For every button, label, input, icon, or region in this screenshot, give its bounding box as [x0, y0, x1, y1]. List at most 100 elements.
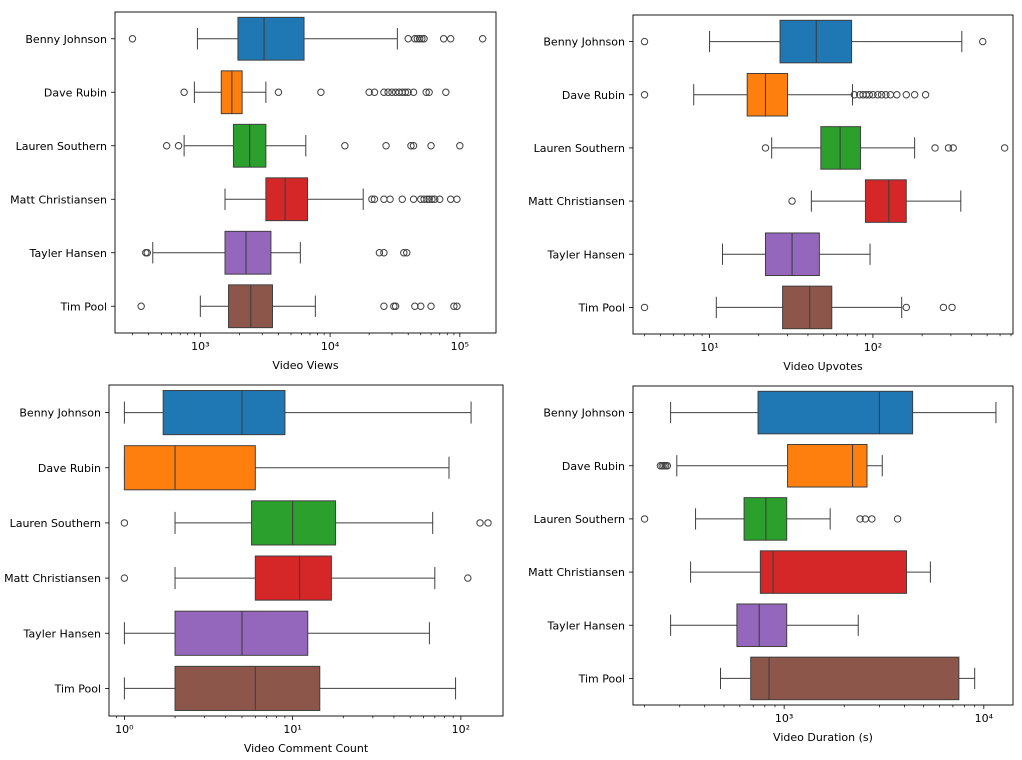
outlier-point: [788, 197, 796, 205]
outlier-point: [128, 35, 137, 43]
box-dave-rubin: [180, 70, 450, 115]
outlier-point: [882, 91, 890, 99]
outlier-point: [640, 37, 649, 46]
iqr-box: [820, 126, 862, 170]
outlier-point: [380, 249, 388, 257]
outlier-point: [274, 88, 283, 96]
outlier-point: [478, 35, 487, 43]
outlier-point: [446, 195, 455, 203]
outlier-point: [120, 574, 129, 582]
x-tick-label: 10⁵: [451, 340, 469, 353]
outlier-point: [384, 88, 392, 96]
iqr-box: [123, 445, 256, 491]
chart-panel-2: 10¹ 10² Benny Johnson Dave Rubin Lauren Sout…: [528, 14, 1014, 373]
chart-panel-1: 10³ 10⁴ 10⁵ Benny Johnson Dave Rubin Lauren S…: [10, 11, 497, 372]
outlier-point: [944, 144, 953, 152]
outlier-point: [400, 249, 408, 257]
outlier-point: [464, 574, 472, 582]
outlier-point: [874, 91, 882, 99]
box-matt-christiansen: [224, 177, 461, 222]
outlier-point: [417, 302, 425, 310]
outlier-point: [375, 249, 384, 257]
box-dave-rubin: [656, 443, 883, 488]
outlier-point: [850, 91, 859, 99]
y-tick-label: Dave Rubin: [44, 86, 107, 99]
outlier-point: [404, 88, 412, 96]
outlier-point: [427, 142, 435, 150]
outlier-point: [640, 91, 649, 99]
outlier-point: [162, 142, 171, 150]
x-axis-label: Video Views: [272, 359, 338, 372]
outlier-point: [411, 35, 419, 43]
outlier-point: [663, 462, 672, 470]
outlier-point: [422, 88, 430, 96]
iqr-box: [162, 390, 286, 436]
box-lauren-southern: [761, 126, 1009, 170]
box-matt-christiansen: [120, 555, 472, 601]
y-tick-label: Lauren Southern: [10, 517, 101, 530]
x-tick-label: 10¹: [283, 723, 301, 736]
outlier-point: [398, 195, 406, 203]
box-benny-johnson: [123, 390, 472, 436]
outlier-point: [388, 88, 396, 96]
box-dave-rubin: [123, 445, 450, 491]
outlier-point: [142, 249, 150, 257]
outlier-point: [640, 515, 649, 523]
outlier-point: [409, 195, 418, 203]
iqr-box: [759, 550, 908, 594]
axes-frame: [632, 14, 1014, 335]
iqr-box: [787, 443, 868, 488]
y-tick-label: Benny Johnson: [543, 36, 625, 49]
outlier-point: [391, 302, 400, 310]
box-tim-pool: [137, 284, 461, 329]
outlier-point: [317, 88, 325, 96]
x-tick-label: 10⁴: [975, 712, 994, 725]
y-tick-label: Tim Pool: [578, 301, 625, 314]
iqr-box: [736, 603, 788, 648]
outlier-point: [877, 91, 886, 99]
y-tick-label: Tim Pool: [578, 672, 625, 685]
outlier-point: [902, 303, 910, 312]
outlier-point: [450, 302, 458, 310]
iqr-box: [224, 230, 272, 275]
outlier-point: [921, 91, 930, 99]
outlier-point: [865, 91, 873, 99]
box-benny-johnson: [670, 390, 997, 435]
outlier-point: [430, 195, 439, 203]
outlier-point: [380, 302, 388, 310]
iqr-box: [750, 656, 960, 701]
box-dave-rubin: [640, 72, 930, 117]
y-tick-label: Lauren Southern: [534, 513, 625, 526]
outlier-point: [137, 302, 145, 310]
y-tick-label: Lauren Southern: [534, 142, 625, 155]
outlier-point: [446, 35, 455, 43]
outlier-point: [180, 88, 188, 96]
outlier-point: [425, 195, 433, 203]
box-tayler-hansen: [721, 232, 871, 277]
outlier-point: [380, 88, 388, 96]
outlier-point: [484, 519, 492, 527]
outlier-point: [761, 144, 770, 152]
x-tick-label: 10³: [191, 340, 209, 353]
outlier-point: [404, 35, 412, 43]
outlier-point: [120, 519, 129, 527]
iqr-box: [174, 610, 309, 656]
x-axis-label: Video Comment Count: [244, 742, 369, 755]
outlier-point: [427, 302, 435, 310]
outlier-point: [382, 142, 390, 150]
box-benny-johnson: [128, 16, 487, 61]
outlier-point: [409, 88, 418, 96]
box-matt-christiansen: [690, 550, 931, 594]
y-tick-label: Matt Christiansen: [528, 566, 625, 579]
outlier-point: [143, 249, 151, 257]
y-tick-label: Tayler Hansen: [23, 627, 101, 640]
outlier-point: [370, 195, 379, 203]
outlier-point: [640, 303, 649, 312]
iqr-box: [174, 665, 321, 711]
y-tick-label: Lauren Southern: [16, 140, 107, 153]
iqr-box: [254, 555, 332, 601]
outlier-point: [386, 195, 394, 203]
outlier-point: [931, 144, 939, 152]
outlier-point: [418, 35, 426, 43]
